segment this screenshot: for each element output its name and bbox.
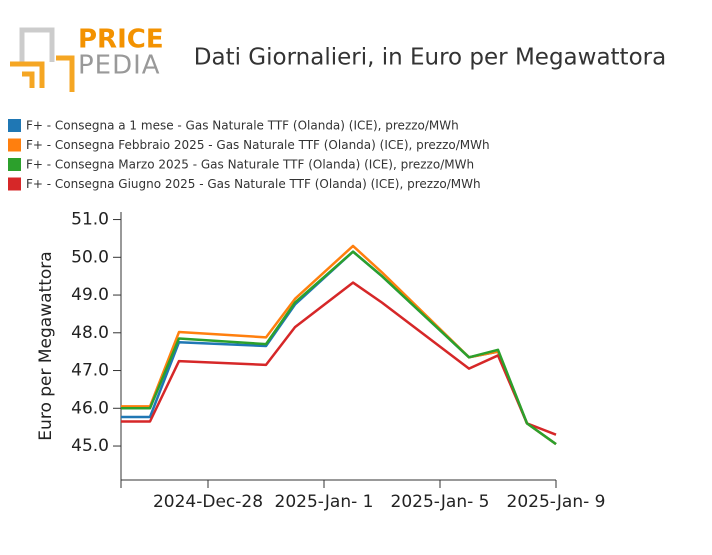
y-tick-label: 46.0 (71, 398, 109, 418)
logo-text: PEDIA (78, 51, 161, 81)
series-line (121, 281, 557, 436)
y-tick-label: 47.0 (71, 361, 109, 381)
legend-swatch (8, 138, 21, 152)
logo-text: PRICE (78, 25, 164, 55)
y-tick-label: 45.0 (71, 436, 109, 456)
legend-swatch (8, 158, 21, 171)
x-tick-label: 2025-Jan- 1 (275, 492, 374, 512)
legend-swatch (8, 119, 21, 132)
y-tick-label: 51.0 (71, 210, 109, 230)
y-tick-label: 48.0 (71, 323, 109, 343)
x-tick-label: 2025-Jan- 9 (507, 492, 606, 512)
legend-label: F+ - Consegna Marzo 2025 - Gas Naturale … (26, 158, 474, 172)
chart-title: Dati Giornalieri, in Euro per Megawattor… (194, 45, 666, 71)
legend-label: F+ - Consegna Febbraio 2025 - Gas Natura… (26, 138, 490, 152)
series-line (121, 250, 557, 446)
series-line (121, 250, 557, 446)
series-line (121, 244, 557, 446)
legend-label: F+ - Consegna a 1 mese - Gas Naturale TT… (26, 119, 459, 133)
x-tick-label: 2024-Dec-28 (153, 492, 263, 512)
y-tick-label: 50.0 (71, 247, 109, 267)
logo-icon (10, 27, 75, 92)
y-tick-label: 49.0 (71, 285, 109, 305)
legend-label: F+ - Consegna Giugno 2025 - Gas Naturale… (26, 177, 481, 191)
x-tick-label: 2025-Jan- 5 (391, 492, 490, 512)
y-axis-label: Euro per Megawattora (36, 251, 56, 440)
legend-swatch (8, 177, 21, 191)
